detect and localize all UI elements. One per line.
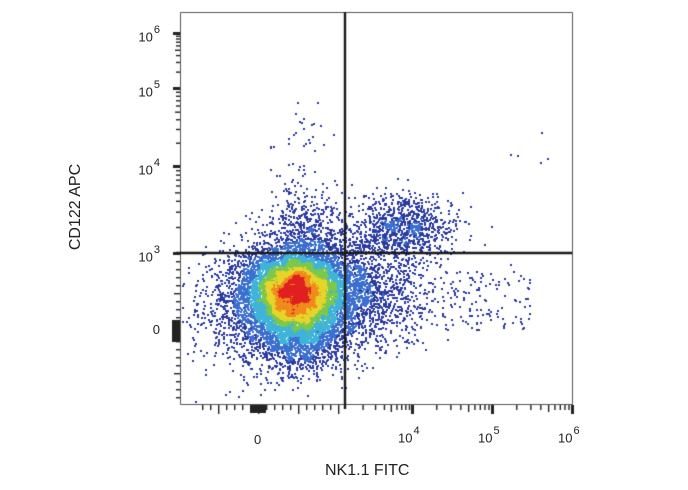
x-tick-label: 104 bbox=[398, 425, 420, 446]
y-tick-label: 103 bbox=[138, 244, 160, 265]
y-axis-title: CD122 APC bbox=[67, 163, 84, 251]
y-tick-label: 105 bbox=[138, 79, 160, 100]
x-tick-label: 106 bbox=[558, 425, 580, 446]
x-axis-title: NK1.1 FITC bbox=[325, 462, 410, 479]
x-tick-label: 0 bbox=[254, 432, 262, 447]
y-tick-label: 106 bbox=[138, 24, 160, 45]
y-tick-label: 0 bbox=[152, 322, 160, 337]
y-tick-label: 104 bbox=[138, 157, 160, 178]
x-tick-label: 105 bbox=[478, 425, 500, 446]
